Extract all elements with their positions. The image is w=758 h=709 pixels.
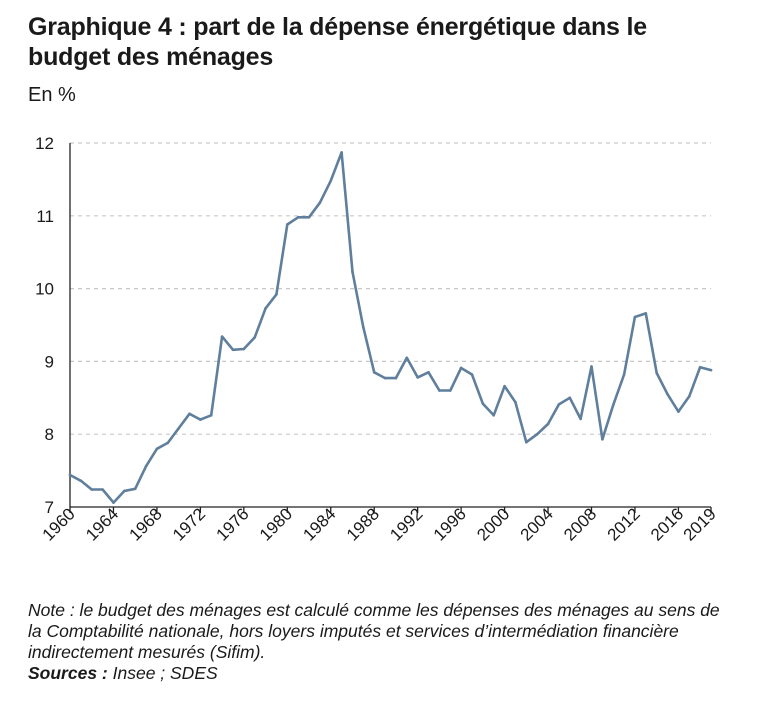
data-point-1974: [220, 335, 224, 338]
sources-label: Sources :: [28, 663, 108, 683]
data-point-1996: [459, 366, 463, 370]
x-tick-label-1972: 1972: [169, 504, 209, 544]
data-point-1990: [394, 376, 398, 380]
data-point-2002: [525, 440, 528, 444]
data-point-1979: [275, 293, 278, 296]
chart-title: Graphique 4 : part de la dépense énergét…: [28, 12, 728, 72]
x-tick-label-1964: 1964: [82, 504, 122, 544]
data-point-2008: [590, 365, 593, 368]
y-tick-label-11: 11: [36, 207, 54, 226]
data-point-2011: [622, 373, 626, 376]
y-tick-label-8: 8: [45, 425, 54, 444]
x-tick-label-2008: 2008: [560, 504, 600, 544]
data-point-1999: [492, 413, 496, 417]
data-point-1960: [68, 473, 72, 477]
data-point-1997: [470, 373, 474, 376]
data-point-1993: [427, 371, 430, 374]
data-point-1995: [448, 389, 452, 392]
data-point-1973: [209, 413, 213, 417]
data-point-1982: [307, 215, 311, 219]
x-tick-label-1992: 1992: [386, 504, 426, 544]
chart-title-line2: budget des ménages: [28, 43, 274, 71]
data-point-1970: [177, 427, 180, 430]
data-point-2001: [514, 400, 517, 404]
data-point-2015: [666, 392, 669, 396]
data-point-2005: [557, 403, 561, 406]
data-point-1968: [155, 447, 159, 451]
y-axis-unit-label: En %: [28, 84, 76, 106]
x-tick-label-2012: 2012: [604, 504, 644, 544]
x-tick-label-1968: 1968: [126, 504, 166, 544]
data-point-2000: [503, 384, 506, 388]
x-tick-label-1996: 1996: [430, 504, 470, 544]
data-point-1998: [481, 402, 485, 405]
chart-note: Note : le budget des ménages est calculé…: [28, 600, 738, 684]
data-point-1980: [285, 223, 289, 226]
data-point-1988: [372, 371, 376, 374]
data-point-1984: [329, 179, 333, 183]
data-point-1976: [242, 347, 246, 351]
data-point-2018: [698, 365, 702, 369]
line-chart: 7 8 9 10 11 12 1960 1964 1968 1972 1976 1980 1984 19…: [35, 134, 720, 545]
x-tick-label-1976: 1976: [212, 504, 252, 544]
data-point-1985: [340, 151, 343, 154]
chart-title-line1: Graphique 4 : part de la dépense énergét…: [28, 13, 647, 41]
y-axis-ticks: 7 8 9 10 11 12: [35, 134, 54, 517]
data-point-1961: [79, 479, 83, 483]
x-tick-label-2016: 2016: [647, 504, 687, 544]
data-point-1992: [416, 376, 419, 379]
data-point-1962: [90, 488, 94, 491]
sources-line: Sources : Insee ; SDES: [28, 663, 738, 684]
data-point-1994: [438, 389, 441, 392]
data-point-1965: [123, 489, 126, 493]
note-text: Note : le budget des ménages est calculé…: [28, 600, 720, 662]
data-point-1969: [166, 441, 170, 445]
series-group: [68, 151, 713, 504]
data-point-2016: [677, 410, 680, 413]
series-line: [68, 151, 713, 504]
data-point-1975: [231, 348, 235, 352]
data-point-2013: [644, 312, 648, 315]
y-tick-label-9: 9: [45, 352, 54, 371]
data-point-1983: [318, 201, 322, 204]
data-point-1991: [405, 356, 409, 360]
data-point-2014: [655, 371, 658, 375]
data-point-2017: [687, 395, 691, 398]
x-tick-label-1980: 1980: [256, 504, 296, 544]
data-point-1966: [133, 487, 137, 491]
grid-lines: [70, 142, 711, 435]
data-point-1977: [253, 336, 256, 339]
x-tick-label-1988: 1988: [343, 504, 383, 544]
axes: [69, 143, 711, 508]
x-tick-label-2004: 2004: [517, 504, 557, 544]
sources-value: Insee ; SDES: [107, 663, 218, 683]
data-point-1987: [362, 325, 365, 329]
data-point-2003: [535, 432, 539, 436]
x-tick-label-1984: 1984: [299, 504, 339, 544]
data-point-1981: [296, 215, 300, 219]
y-tick-label-12: 12: [35, 134, 54, 153]
y-tick-label-7: 7: [45, 498, 54, 517]
data-point-2010: [611, 403, 615, 407]
data-point-1971: [188, 412, 191, 416]
y-tick-label-10: 10: [35, 280, 54, 299]
data-point-2012: [633, 315, 637, 319]
data-point-1972: [199, 418, 202, 421]
data-point-2004: [546, 422, 550, 426]
data-point-1963: [101, 488, 104, 491]
data-point-1986: [351, 270, 354, 274]
data-point-2009: [601, 437, 604, 441]
data-point-1978: [264, 306, 267, 310]
x-axis-ticks: 1960 1964 1968 1972 1976 1980 1984 1988 1992 1996…: [39, 504, 720, 544]
data-point-2019: [709, 368, 713, 372]
x-tick-label-2000: 2000: [473, 504, 513, 544]
data-point-1964: [112, 501, 115, 504]
data-point-2006: [568, 396, 572, 400]
data-point-1967: [144, 464, 148, 468]
data-point-1989: [383, 376, 387, 380]
data-point-2007: [579, 417, 582, 421]
x-tick-label-2019: 2019: [680, 504, 720, 544]
